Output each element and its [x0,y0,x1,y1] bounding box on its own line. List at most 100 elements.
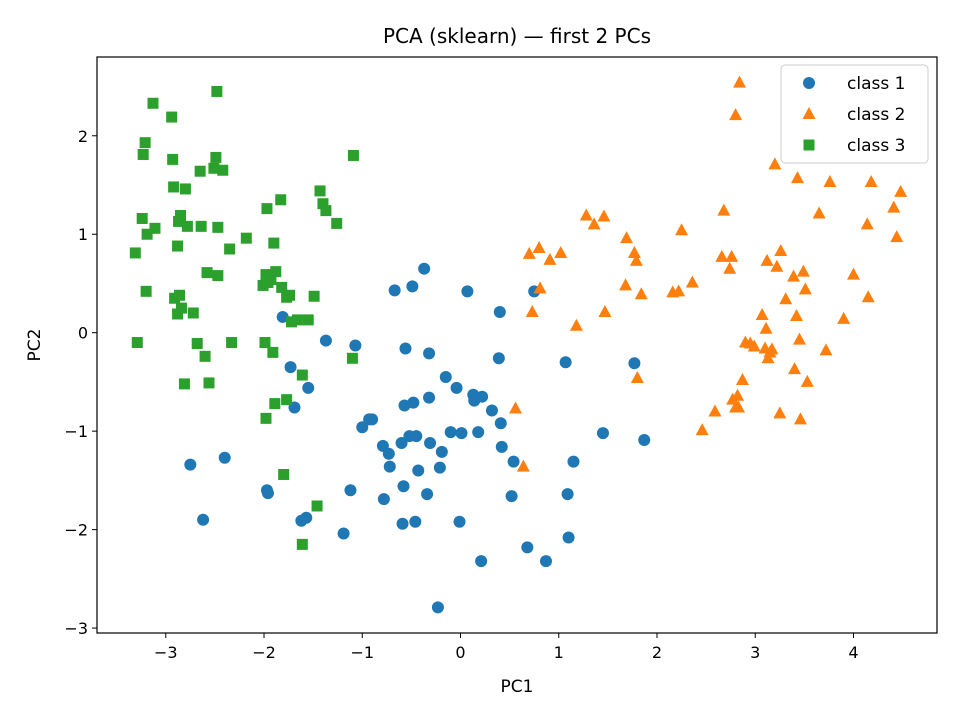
data-point [798,282,812,295]
legend-label-1: class 1 [847,74,905,94]
data-point [399,342,412,355]
data-point [194,165,206,177]
data-point [522,246,536,259]
data-point [173,215,185,227]
data-point [211,85,223,97]
data-point [136,212,148,224]
data-point [217,164,229,176]
series-class-3 [129,85,359,550]
data-point [894,184,908,197]
data-point [450,381,463,394]
data-point [210,151,222,163]
data-point [397,480,410,493]
data-point [201,267,213,279]
data-point [864,175,878,188]
data-point [455,427,468,440]
data-point [890,230,904,243]
x-tick-label: −1 [350,643,374,662]
data-point [723,261,737,274]
data-point [191,338,203,350]
data-point [435,445,448,458]
y-axis-label: PC2 [25,329,45,362]
data-point [597,209,611,222]
data-point [197,513,210,526]
y-tick-label: 1 [78,225,88,244]
data-point [485,404,498,417]
data-point [184,458,197,471]
data-point [475,555,488,568]
data-point [267,346,279,358]
data-point [195,220,207,232]
data-point [218,451,231,464]
data-point [439,371,452,383]
data-point [181,220,193,232]
data-point [261,487,274,500]
axes-frame [96,56,938,634]
data-point [860,217,874,230]
data-point [444,426,457,439]
data-point [495,440,508,453]
legend-label-3: class 3 [847,136,905,156]
data-point [554,245,568,258]
data-point [731,388,745,401]
data-point [793,412,807,425]
data-point [203,377,215,389]
y-tick-label: −2 [64,521,88,540]
data-point [562,531,575,544]
data-point [760,253,774,266]
data-point [685,275,699,288]
data-point [412,464,425,477]
data-point [179,183,191,195]
data-point [431,601,444,614]
data-point [770,259,784,272]
data-point [275,194,287,206]
x-tick-label: 4 [848,643,858,662]
data-point [141,228,153,240]
data-point [226,337,238,349]
data-point [768,157,782,170]
legend-marker-1 [803,77,815,89]
data-point [628,357,641,370]
data-point [837,311,851,324]
data-point [388,284,401,297]
data-point [598,305,612,318]
data-point [507,455,520,468]
data-point [291,314,303,326]
data-point [579,208,593,221]
data-point [708,404,722,417]
data-point [300,511,313,524]
data-point [423,391,436,404]
y-tick-label: −3 [64,619,88,638]
data-point [567,455,580,468]
data-point [296,538,308,550]
data-point [543,252,557,265]
data-point [261,203,273,215]
data-point [725,249,739,262]
data-point [569,318,583,331]
data-point [421,488,434,501]
data-point [559,356,572,369]
x-tick-label: −2 [252,643,276,662]
data-point [774,243,788,256]
data-point [733,75,747,88]
legend-box [780,64,929,164]
data-point [269,398,281,410]
data-point [278,468,290,480]
data-point [819,343,833,356]
legend-label-2: class 2 [847,105,905,125]
data-point [494,417,507,430]
data-point [314,185,326,197]
data-point [187,307,199,319]
data-point [276,310,289,323]
data-point [675,223,689,236]
legend-marker-3 [803,139,815,151]
data-point [759,321,773,334]
data-point [472,426,485,439]
data-point [168,181,180,193]
data-point [812,206,826,219]
data-point [790,171,804,184]
data-point [395,436,408,449]
data-point [331,217,343,229]
data-point [174,289,186,301]
data-point [765,342,779,355]
